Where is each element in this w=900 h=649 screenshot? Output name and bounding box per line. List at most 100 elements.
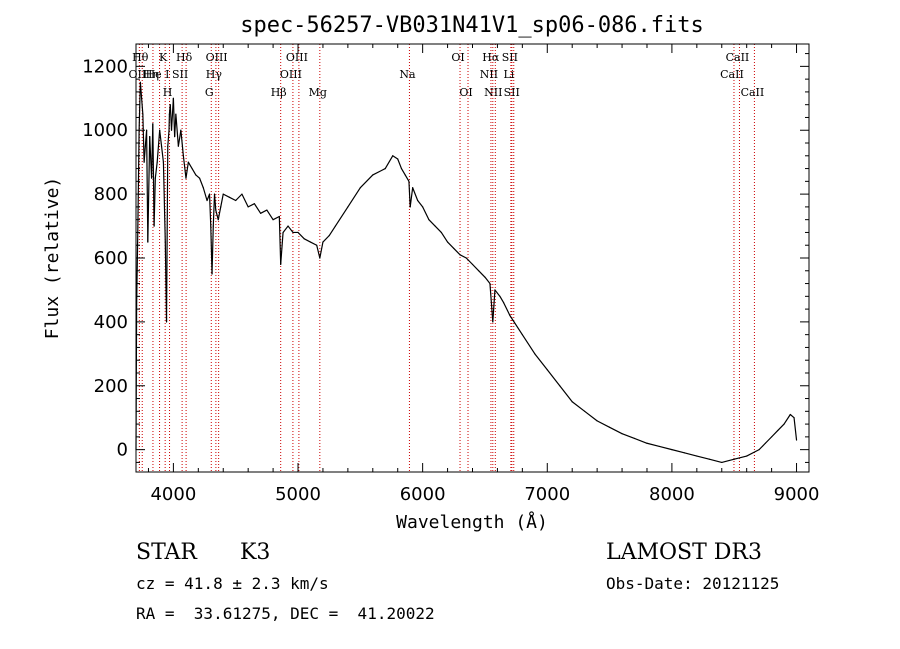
spectrum-segment-47 — [220, 193, 224, 208]
spectrum-segment-32 — [182, 155, 187, 179]
chart-title: spec-56257-VB031N41V1_sp06-086.fits — [240, 13, 704, 38]
spectrum-segment-117 — [746, 449, 760, 457]
spectrum-segment-72 — [372, 167, 386, 176]
spectrum-segment-31 — [180, 129, 184, 157]
line-marker-label-9: Hγ — [206, 68, 223, 81]
line-marker-label-21: Li — [503, 68, 514, 81]
spectrum-segment-52 — [247, 203, 255, 208]
spectrum-segment-81 — [417, 199, 424, 208]
y-tick-label-5: 1000 — [82, 120, 128, 141]
spectrum-segment-18 — [160, 145, 165, 163]
spectrum-segment-98 — [509, 314, 523, 336]
spectrum-segment-70 — [347, 187, 361, 208]
coordinates: RA = 33.61275, DEC = 41.20022 — [136, 604, 435, 623]
spectrum-segment-93 — [489, 282, 494, 323]
spectrum-segment-51 — [241, 193, 249, 208]
spectrum-segment-107 — [621, 433, 636, 440]
line-marker-label-0: OII — [129, 68, 147, 81]
spectrum-segment-120 — [771, 429, 779, 438]
spectrum-segment-92 — [484, 276, 491, 285]
spectrum-segment-33 — [185, 161, 189, 179]
y-axis-ticks: 0 200 400 600 800 1000 1200 — [82, 53, 809, 463]
spectrum-segment-103 — [571, 401, 586, 412]
line-marker-label-26: CaII — [741, 86, 765, 99]
y-tick-label-1: 200 — [94, 376, 128, 397]
line-marker-label-12: OIII — [280, 68, 302, 81]
line-marker-label-7: Hδ — [176, 51, 193, 64]
spectrum-segment-109 — [646, 442, 661, 448]
x-tick-label-2: 6000 — [400, 484, 446, 505]
spectrum-segment-68 — [328, 225, 337, 237]
object-subclass: K3 — [240, 540, 271, 565]
spectrum-segment-49 — [228, 196, 237, 202]
spectrum-segment-19 — [162, 161, 166, 243]
spectrum-segment-4 — [139, 81, 143, 99]
spectrum-segment-71 — [359, 174, 374, 189]
spectrum-segment-86 — [446, 241, 455, 250]
spectrum-segment-74 — [392, 155, 399, 160]
spectrum-segment-122 — [783, 413, 791, 425]
spectrum-segment-89 — [465, 257, 474, 265]
spectrum-series — [135, 81, 798, 464]
line-marker-label-17: OI — [459, 86, 472, 99]
object-class: STAR — [136, 540, 197, 565]
spectrum-segment-66 — [319, 241, 324, 259]
spectrum-segment-67 — [322, 235, 330, 243]
y-tick-label-3: 600 — [94, 248, 128, 269]
x-tick-label-0: 4000 — [150, 484, 196, 505]
line-marker-label-2: Hη — [143, 68, 159, 81]
spectrum-segment-21 — [165, 145, 169, 323]
spectrum-segment-113 — [696, 455, 710, 460]
y-tick-label-0: 0 — [117, 440, 128, 461]
line-marker-label-18: NII — [480, 68, 498, 81]
y-tick-label-4: 800 — [94, 184, 128, 205]
spectrum-segment-57 — [278, 215, 282, 265]
emission-line-markers — [138, 44, 755, 472]
spectrum-segment-110 — [658, 445, 673, 451]
line-marker-label-19: Hα — [482, 51, 500, 64]
spectrum-segment-90 — [471, 263, 480, 272]
x-axis-label: Wavelength (Å) — [396, 511, 548, 533]
spectrum-segment-10 — [147, 136, 151, 243]
spectrum-segment-17 — [159, 129, 163, 147]
spectrum-segment-53 — [253, 203, 262, 214]
obs-date: Obs-Date: 20121125 — [606, 574, 780, 593]
line-marker-label-5: H — [163, 86, 173, 99]
spectrum-segment-29 — [175, 113, 179, 147]
spectrum-segment-2 — [137, 129, 140, 227]
spectrum-segment-105 — [596, 420, 611, 428]
spectrum-segment-36 — [195, 174, 201, 179]
spectrum-segment-15 — [154, 161, 158, 179]
spectrum-segment-1 — [136, 225, 139, 307]
line-marker-label-13: OIII — [286, 51, 308, 64]
spectrum-segment-84 — [434, 225, 442, 234]
spectrum-segment-56 — [272, 215, 280, 221]
spectrum-segment-77 — [404, 174, 410, 182]
spectrum-segment-59 — [282, 225, 289, 234]
spectrum-segment-60 — [287, 225, 294, 234]
spectrum-segment-108 — [633, 437, 648, 444]
spectrum-segment-97 — [503, 302, 511, 317]
x-tick-label-5: 9000 — [774, 484, 820, 505]
spectrum-segment-40 — [208, 193, 212, 227]
line-marker-label-10: OIII — [206, 51, 228, 64]
spectrum-segment-121 — [777, 423, 785, 432]
spectrum-segment-123 — [789, 413, 795, 419]
spectrum-segment-73 — [384, 155, 394, 170]
spectrum-segment-58 — [280, 231, 284, 265]
spectrum-segment-104 — [584, 410, 598, 422]
spectrum-segment-99 — [521, 334, 536, 355]
spectrum-segment-96 — [499, 295, 505, 304]
spectrum-segment-5 — [141, 97, 144, 115]
spectrum-segment-112 — [683, 452, 698, 457]
spectrum-segment-95 — [494, 289, 501, 297]
x-tick-label-1: 5000 — [275, 484, 321, 505]
spectrum-segment-6 — [142, 113, 145, 163]
line-marker-label-8: G — [205, 86, 214, 99]
line-marker-label-23: SII — [504, 86, 520, 99]
spectrum-segment-54 — [260, 209, 268, 214]
spectrum-segment-116 — [733, 455, 748, 460]
spectrum-segment-102 — [559, 385, 573, 403]
line-marker-label-4: K — [159, 51, 168, 64]
